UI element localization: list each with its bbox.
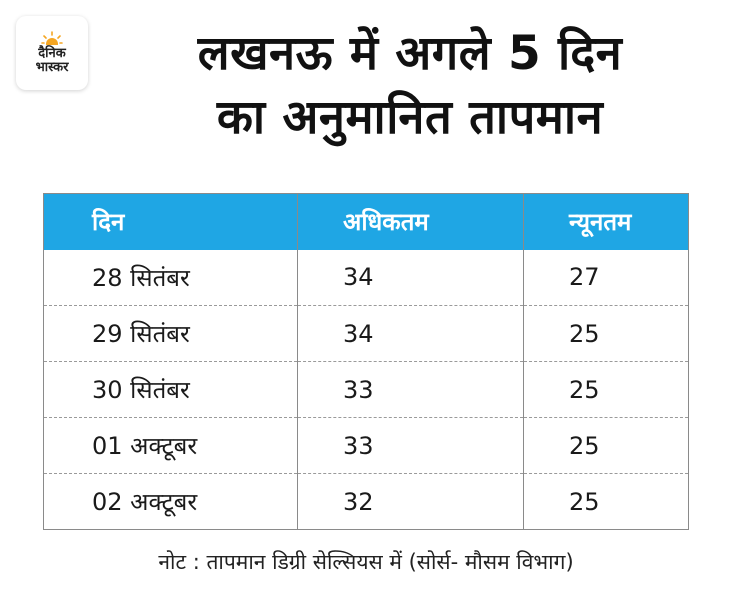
cell-day: 01 अक्टूबर <box>43 417 298 474</box>
title-line2: का अनुमानित तापमान <box>216 90 604 145</box>
cell-max: 33 <box>297 361 524 418</box>
temperature-table: दिन अधिकतम न्यूनतम 28 सितंबर 34 27 29 सि… <box>43 193 689 530</box>
cell-min: 25 <box>523 473 689 530</box>
table-row: 01 अक्टूबर 33 25 <box>43 417 689 474</box>
cell-day: 02 अक्टूबर <box>43 473 298 530</box>
logo-line1: दैनिक <box>38 46 66 61</box>
logo-line2: भास्कर <box>35 60 69 75</box>
cell-max: 34 <box>297 305 524 362</box>
cell-min: 27 <box>523 249 689 306</box>
cell-day: 29 सितंबर <box>43 305 298 362</box>
table-row: 30 सितंबर 33 25 <box>43 361 689 418</box>
cell-max: 32 <box>297 473 524 530</box>
table-header-row: दिन अधिकतम न्यूनतम <box>43 193 689 250</box>
cell-day: 30 सितंबर <box>43 361 298 418</box>
table-row: 02 अक्टूबर 32 25 <box>43 473 689 530</box>
cell-min: 25 <box>523 305 689 362</box>
header-min: न्यूनतम <box>523 193 689 250</box>
header-max: अधिकतम <box>297 193 524 250</box>
footnote: नोट : तापमान डिग्री सेल्सियस में (सोर्स-… <box>158 550 574 574</box>
sun-icon <box>41 31 63 45</box>
cell-min: 25 <box>523 417 689 474</box>
cell-max: 33 <box>297 417 524 474</box>
table-row: 28 सितंबर 34 27 <box>44 249 689 306</box>
cell-max: 34 <box>297 249 524 306</box>
dainik-bhaskar-logo: दैनिक भास्कर <box>16 16 88 90</box>
title-line1: लखनऊ में अगले 5 दिन <box>197 26 623 81</box>
header-day: दिन <box>92 208 125 237</box>
cell-day: 28 सितंबर <box>92 263 190 292</box>
cell-min: 25 <box>523 361 689 418</box>
page-title: लखनऊ में अगले 5 दिन का अनुमानित तापमान <box>110 22 710 150</box>
table-row: 29 सितंबर 34 25 <box>43 305 689 362</box>
